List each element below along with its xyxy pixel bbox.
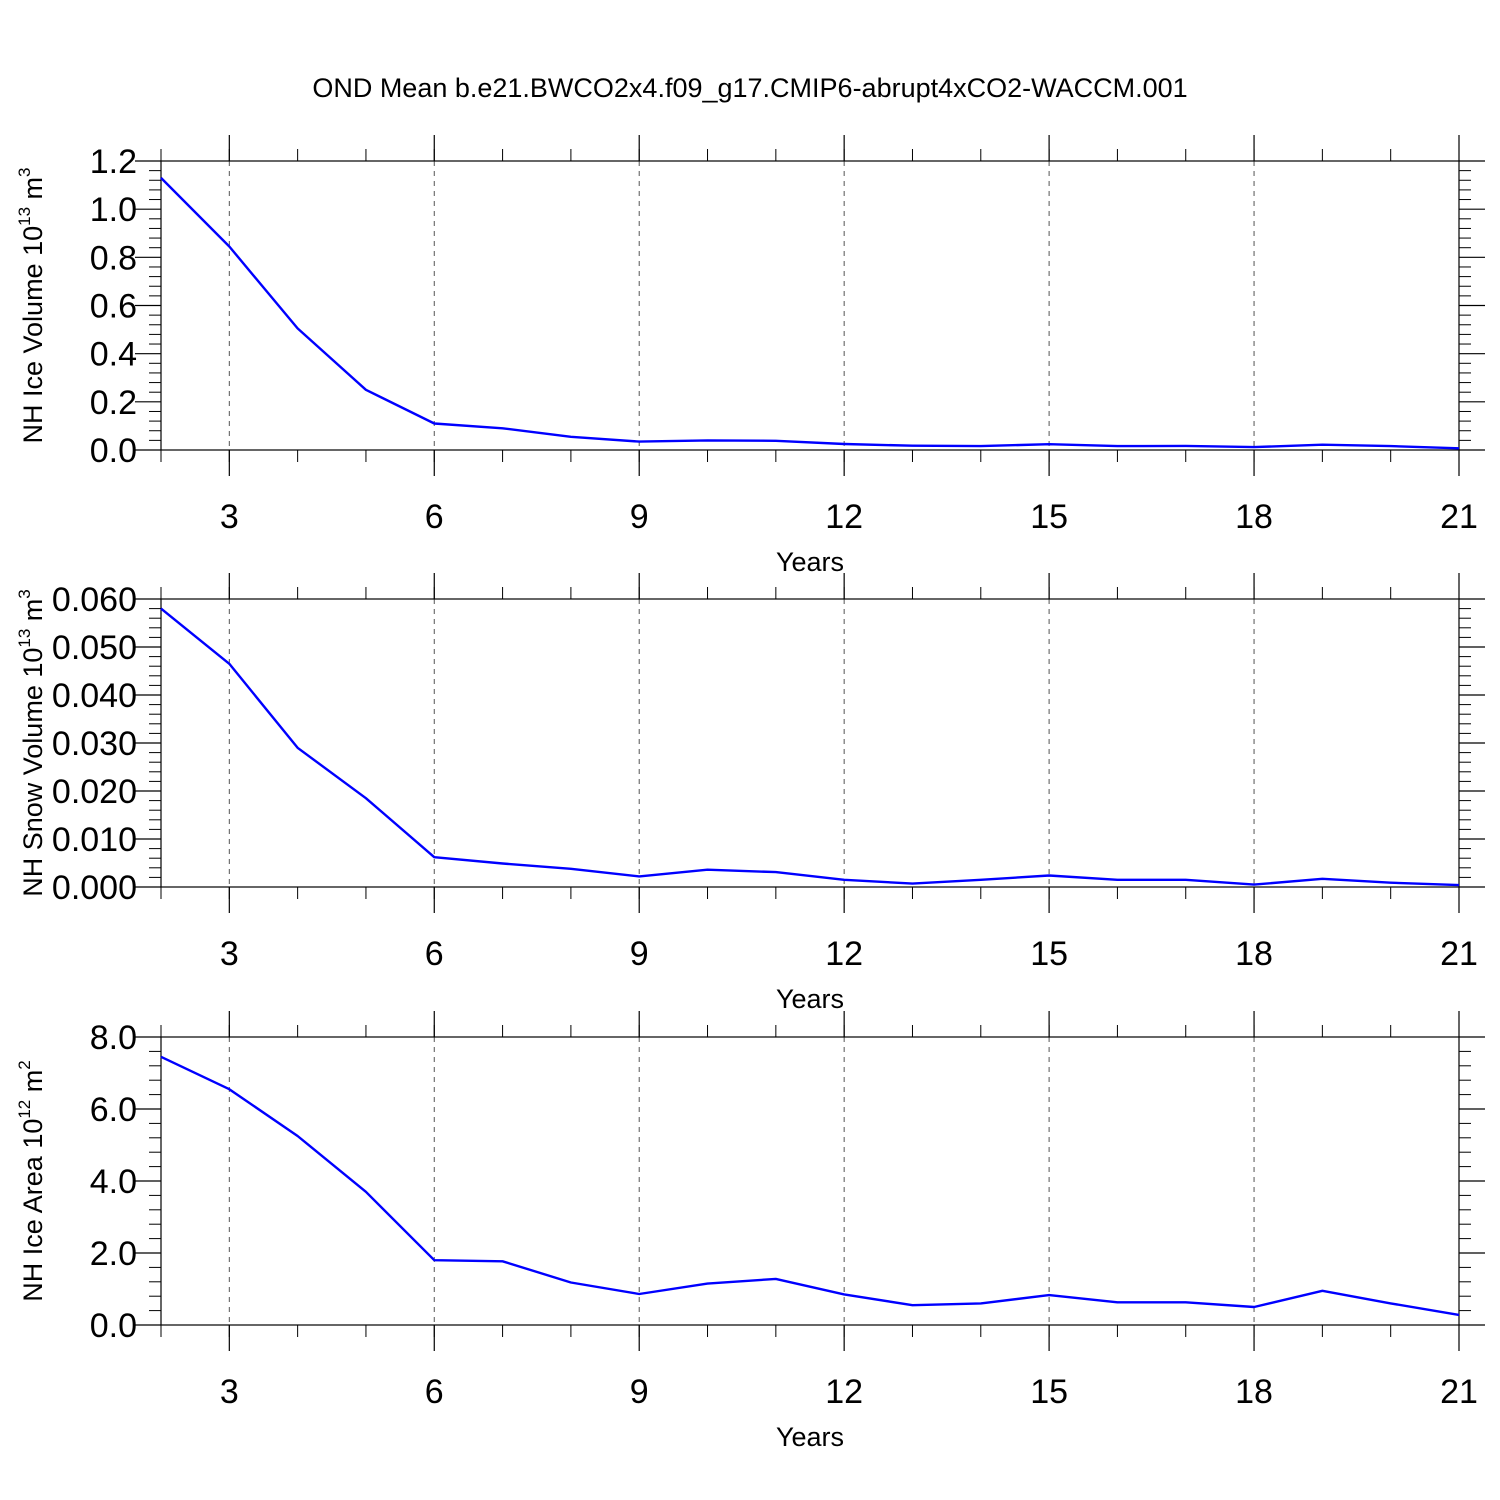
x-axis-title: Years <box>776 1422 844 1452</box>
y-axis-title-exponent: 13 <box>15 629 34 648</box>
y-tick-label: 1.0 <box>90 191 137 229</box>
y-tick-label: 6.0 <box>90 1091 137 1129</box>
x-tick-label: 21 <box>1440 1373 1478 1411</box>
y-tick-label: 0.030 <box>52 725 137 763</box>
x-tick-label: 9 <box>630 1373 649 1411</box>
chart-title: OND Mean b.e21.BWCO2x4.f09_g17.CMIP6-abr… <box>312 73 1187 103</box>
series-line <box>160 607 1460 887</box>
y-axis-title-exponent: 12 <box>15 1100 34 1119</box>
y-tick-label: 0.000 <box>52 869 137 907</box>
series-line <box>160 177 1460 450</box>
x-tick-label: 6 <box>425 935 444 973</box>
x-tick-label: 6 <box>425 1373 444 1411</box>
x-tick-label: 15 <box>1030 935 1068 973</box>
x-tick-label: 18 <box>1235 1373 1273 1411</box>
y-axis-title-text: NH Ice Volume 10 <box>18 226 48 444</box>
y-axis-title: NH Ice Area 1012 m2 <box>15 1060 48 1301</box>
x-tick-label: 12 <box>825 935 863 973</box>
y-axis-title-text: NH Ice Area 10 <box>18 1119 48 1302</box>
y-tick-label: 2.0 <box>90 1235 137 1273</box>
series-line <box>160 1055 1460 1317</box>
y-tick-label: 0.4 <box>90 336 137 374</box>
plot-frame <box>160 160 1460 451</box>
y-tick-label: 0.0 <box>90 432 137 470</box>
y-axis-title-exponent: 13 <box>15 207 34 226</box>
x-tick-label: 12 <box>825 498 863 536</box>
plot-panel-1: 3 6 9 12 15 18 21 0.0 0.2 0.4 0.6 0.8 1.0 1.2 Years NH … <box>15 135 1485 577</box>
y-axis-title-unit: m <box>18 599 48 629</box>
x-tick-label: 3 <box>220 935 239 973</box>
x-tick-label: 3 <box>220 498 239 536</box>
y-axis-title-unit-exponent: 2 <box>15 1060 34 1069</box>
x-tick-label: 21 <box>1440 498 1478 536</box>
y-tick-label: 0.060 <box>52 581 137 619</box>
x-axis-title: Years <box>776 984 844 1014</box>
y-axis-title-text: NH Snow Volume 10 <box>18 648 48 897</box>
plot-panel-3: 3 6 9 12 15 18 21 0.0 2.0 4.0 6.0 8.0 Years NH Ice Ar… <box>15 1011 1485 1452</box>
y-tick-label: 4.0 <box>90 1163 137 1201</box>
y-tick-label: 0.2 <box>90 384 137 422</box>
y-axis-title-unit: m <box>18 177 48 207</box>
y-tick-label: 0.050 <box>52 629 137 667</box>
x-tick-label: 6 <box>425 498 444 536</box>
y-axis-title-unit-exponent: 3 <box>15 168 34 177</box>
x-tick-label: 15 <box>1030 1373 1068 1411</box>
x-tick-label: 3 <box>220 1373 239 1411</box>
x-tick-label: 21 <box>1440 935 1478 973</box>
y-tick-label: 1.2 <box>90 143 137 181</box>
y-tick-label: 0.8 <box>90 239 137 277</box>
y-tick-label: 0.040 <box>52 677 137 715</box>
y-tick-label: 0.6 <box>90 288 137 326</box>
x-axis-title: Years <box>776 547 844 577</box>
y-tick-label: 0.0 <box>90 1307 137 1345</box>
y-tick-label: 8.0 <box>90 1019 137 1057</box>
y-tick-label: 0.010 <box>52 821 137 859</box>
y-tick-label: 0.020 <box>52 773 137 811</box>
y-axis-title: NH Snow Volume 1013 m3 <box>15 589 48 897</box>
x-tick-label: 9 <box>630 498 649 536</box>
x-tick-label: 18 <box>1235 935 1273 973</box>
plot-frame <box>160 598 1460 888</box>
x-tick-label: 12 <box>825 1373 863 1411</box>
plot-panel-2: 3 6 9 12 15 18 21 0.000 0.010 0.020 0.030 0.040 0.05… <box>15 573 1485 1014</box>
x-tick-label: 18 <box>1235 498 1273 536</box>
x-tick-label: 9 <box>630 935 649 973</box>
y-axis-title: NH Ice Volume 1013 m3 <box>15 168 48 444</box>
x-tick-label: 15 <box>1030 498 1068 536</box>
y-axis-title-unit-exponent: 3 <box>15 589 34 598</box>
y-axis-title-unit: m <box>18 1070 48 1100</box>
plot-frame <box>160 1036 1460 1326</box>
